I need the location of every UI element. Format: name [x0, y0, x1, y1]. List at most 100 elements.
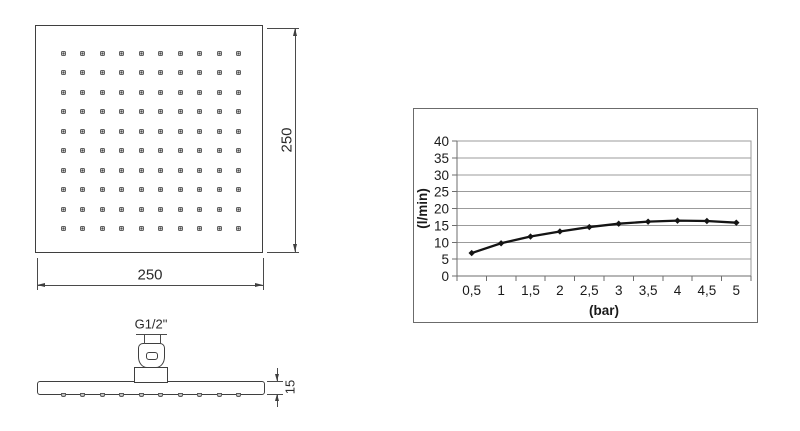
- nozzle-dot: [197, 109, 203, 115]
- nozzle-dot: [177, 51, 183, 56]
- nozzle-dot: [177, 70, 183, 76]
- nozzle-dot: [119, 70, 125, 76]
- dimension-arrow-up: [274, 394, 279, 401]
- dimension-line: [136, 334, 167, 335]
- nozzle-dot: [197, 225, 203, 231]
- nozzle-dot: [99, 109, 105, 115]
- nozzle-dot: [61, 148, 66, 154]
- nozzle-dot: [61, 187, 66, 193]
- nozzle-dot: [61, 225, 66, 231]
- nozzle-tip: [177, 393, 183, 397]
- nozzle-dot: [158, 109, 164, 115]
- nozzle-dot: [61, 128, 66, 134]
- nozzle-dot: [138, 148, 144, 154]
- nozzle-dot: [99, 51, 105, 56]
- nozzle-dot: [138, 206, 144, 212]
- x-tick-label: 1,5: [521, 283, 540, 298]
- nozzle-dot: [216, 148, 222, 154]
- data-point-marker: [703, 217, 711, 225]
- nozzle-dot: [216, 109, 222, 115]
- nozzle-dot: [119, 206, 125, 212]
- dimension-extension-line: [263, 258, 264, 290]
- dimension-label-height: 250: [278, 127, 296, 153]
- nozzle-dot: [138, 128, 144, 134]
- nozzle-dot: [158, 206, 164, 212]
- dimension-label-thickness: 15: [282, 379, 298, 395]
- y-tick-label: 35: [434, 151, 449, 166]
- x-tick-label: 3,5: [639, 283, 658, 298]
- nozzle-dot: [235, 128, 241, 134]
- dimension-label-thread: G1/2": [134, 316, 168, 332]
- nozzle-dot: [158, 187, 164, 193]
- nozzle-dot: [235, 148, 241, 154]
- nozzle-dot: [158, 148, 164, 154]
- nozzle-dot: [99, 89, 105, 95]
- data-point-marker: [497, 240, 505, 247]
- y-tick-label: 20: [434, 202, 449, 217]
- dimension-extension-line: [160, 334, 161, 344]
- x-tick-label: 4,5: [698, 283, 717, 298]
- nozzle-dot: [197, 51, 203, 56]
- nozzle-dot: [235, 109, 241, 115]
- nozzle-dot: [197, 187, 203, 193]
- nozzle-dot: [216, 206, 222, 212]
- nozzle-dot: [80, 51, 86, 56]
- nozzle-dot: [80, 70, 86, 76]
- x-tick-label: 3: [615, 283, 623, 298]
- dimension-extension-line: [37, 258, 38, 290]
- x-tick-label: 4: [674, 283, 682, 298]
- nozzle-dot: [177, 167, 183, 173]
- nozzle-dot: [177, 206, 183, 212]
- dimension-line: [295, 28, 296, 252]
- data-point-marker: [527, 233, 534, 240]
- x-tick-label: 5: [733, 283, 741, 298]
- nozzle-dot: [61, 109, 66, 115]
- y-tick-label: 5: [441, 252, 449, 267]
- y-tick-label: 40: [434, 134, 449, 149]
- dimension-arrow-down: [292, 244, 297, 252]
- nozzle-dot: [138, 167, 144, 173]
- y-tick-label: 15: [434, 218, 449, 233]
- nozzle-dot: [138, 89, 144, 95]
- dimension-line: [37, 285, 263, 286]
- nozzle-dot: [99, 187, 105, 193]
- nozzle-dot: [138, 187, 144, 193]
- nozzle-dot: [99, 225, 105, 231]
- nozzle-dot: [80, 167, 86, 173]
- thread-fitting-detail: [146, 352, 158, 360]
- nozzle-dot: [80, 206, 86, 212]
- nozzle-dot: [216, 167, 222, 173]
- nozzle-dot: [177, 128, 183, 134]
- nozzle-dot: [177, 89, 183, 95]
- dimension-arrow-up: [292, 28, 297, 36]
- nozzle-dot: [158, 128, 164, 134]
- nozzle-dot: [80, 187, 86, 193]
- nozzle-dot: [80, 148, 86, 154]
- nozzle-dot: [158, 225, 164, 231]
- nozzle-dot: [235, 187, 241, 193]
- dimension-arrow-down: [274, 374, 279, 381]
- nozzle-dot: [235, 51, 241, 56]
- nozzle-dot: [119, 187, 125, 193]
- x-tick-label: 0,5: [462, 283, 481, 298]
- nozzle-dot: [80, 128, 86, 134]
- nozzle-dot: [61, 51, 66, 56]
- nozzle-dot: [138, 109, 144, 115]
- nozzle-dot: [138, 51, 144, 56]
- nozzle-dot: [235, 70, 241, 76]
- y-tick-label: 0: [441, 269, 449, 284]
- nozzle-dot: [119, 89, 125, 95]
- nozzle-tip: [197, 393, 203, 397]
- nozzle-tip: [216, 393, 222, 397]
- flow-curve: [470, 219, 738, 255]
- nozzle-dot: [138, 70, 144, 76]
- nozzle-dot: [119, 225, 125, 231]
- nozzle-dot: [158, 167, 164, 173]
- nozzle-dot: [235, 167, 241, 173]
- nozzle-dot: [177, 187, 183, 193]
- nozzle-dot: [235, 206, 241, 212]
- nozzle-dot: [99, 148, 105, 154]
- y-axis-title: (l/min): [415, 188, 430, 229]
